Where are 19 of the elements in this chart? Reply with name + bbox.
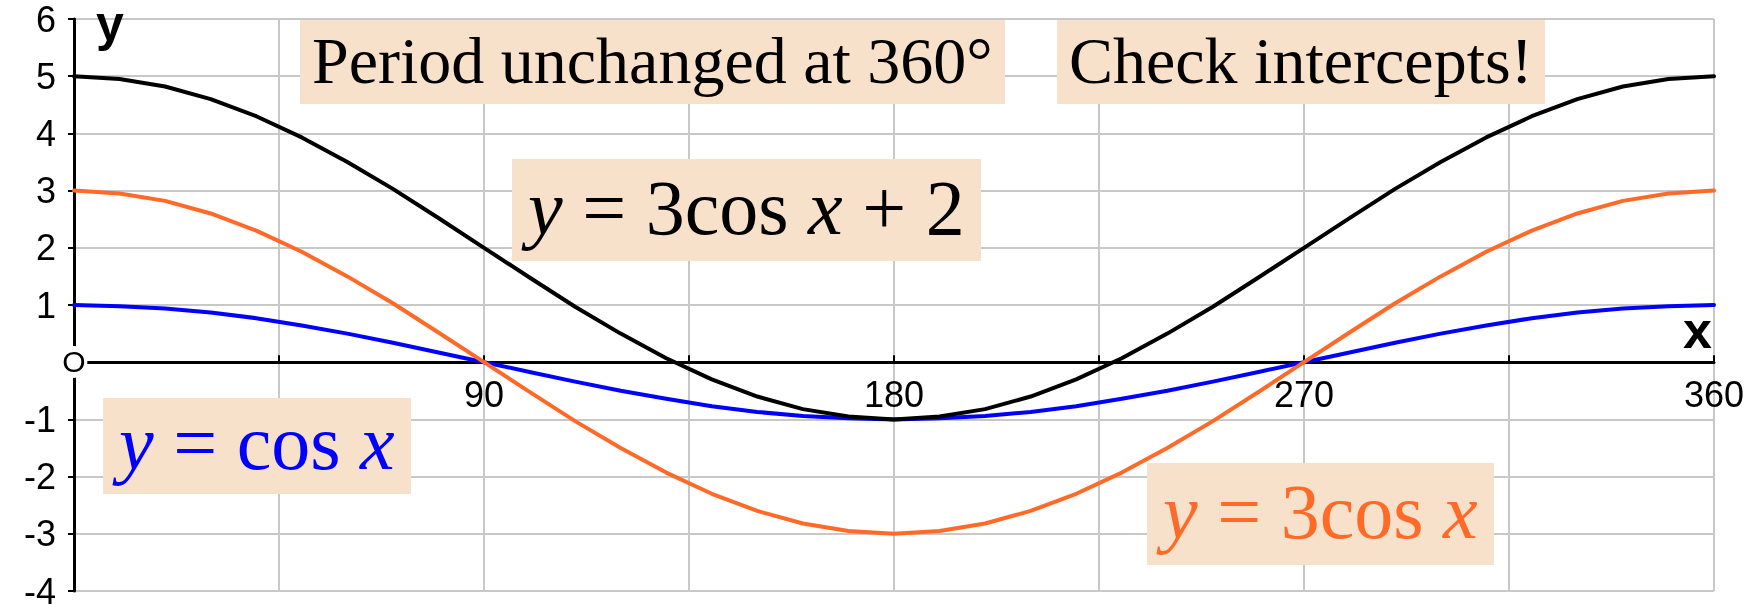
x-tick-label: 360 [1683,373,1745,415]
y-tick-label: 5 [35,55,56,97]
y-tick-label: -4 [23,570,56,609]
annotation: O [60,345,88,379]
y-tick-label: 3 [35,170,56,212]
x-tick-label: 90 [463,373,505,415]
y-tick-label: 1 [35,284,56,326]
y-tick-label: -3 [23,513,56,555]
y-tick-label: -1 [23,398,56,440]
y-axis-title: y [96,0,124,52]
annotation: Check intercepts! [1057,20,1545,104]
x-axis-title: x [1683,301,1713,360]
x-tick-label: 270 [1273,373,1335,415]
y-tick-label: 2 [35,227,56,269]
y-tick-label: 6 [35,0,56,40]
annotation: Period unchanged at 360° [300,20,1005,104]
x-tick-label: 180 [863,373,925,415]
y-tick-label: -2 [23,456,56,498]
y-tick-label: 4 [35,112,56,154]
